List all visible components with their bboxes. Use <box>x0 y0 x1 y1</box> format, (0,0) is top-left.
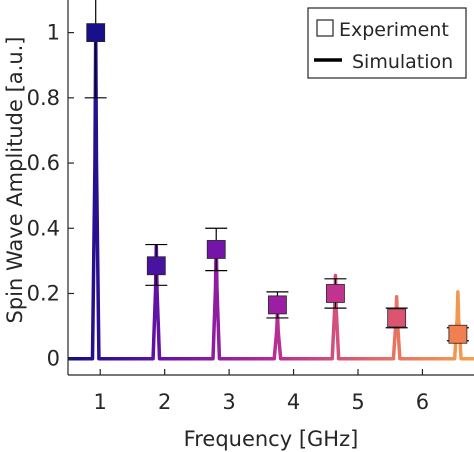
experiment-point <box>205 227 228 272</box>
y-tick-label: 0.6 <box>27 151 60 175</box>
experiment-series <box>84 0 469 344</box>
axes: 1 2 3 4 5 6 0 0.2 0.4 0.6 0.8 1 <box>27 0 474 414</box>
x-axis-title: Frequency [GHz] <box>184 427 359 451</box>
experiment-marker <box>326 284 345 303</box>
legend-experiment-label: Experiment <box>339 19 449 41</box>
x-tick-label: 4 <box>287 390 300 414</box>
y-tick-label: 0.4 <box>27 216 60 240</box>
legend-experiment-marker <box>316 19 334 37</box>
y-tick-label: 1 <box>47 21 60 45</box>
experiment-marker <box>86 23 106 43</box>
x-tick-label: 3 <box>222 390 235 414</box>
experiment-marker <box>448 324 468 344</box>
y-tick-label: 0 <box>47 347 60 371</box>
x-tick-label: 1 <box>94 390 107 414</box>
experiment-point <box>266 291 289 319</box>
legend: Experiment Simulation <box>307 7 467 79</box>
experiment-marker <box>146 256 166 276</box>
experiment-point <box>385 307 408 329</box>
experiment-marker <box>387 308 407 328</box>
x-tick-label: 5 <box>351 390 364 414</box>
experiment-point <box>324 278 347 309</box>
legend-simulation-label: Simulation <box>352 51 453 73</box>
x-tick-label: 6 <box>416 390 429 414</box>
experiment-marker <box>268 295 287 315</box>
legend-box <box>307 7 467 79</box>
experiment-point <box>84 0 107 99</box>
experiment-point <box>145 243 168 286</box>
x-tick-label: 2 <box>158 390 171 414</box>
y-tick-label: 0.8 <box>27 86 60 110</box>
experiment-point <box>446 324 469 344</box>
y-axis-title: Spin Wave Amplitude [a.u.] <box>3 37 27 324</box>
experiment-marker <box>206 240 226 259</box>
y-tick-label: 0.2 <box>27 281 60 305</box>
